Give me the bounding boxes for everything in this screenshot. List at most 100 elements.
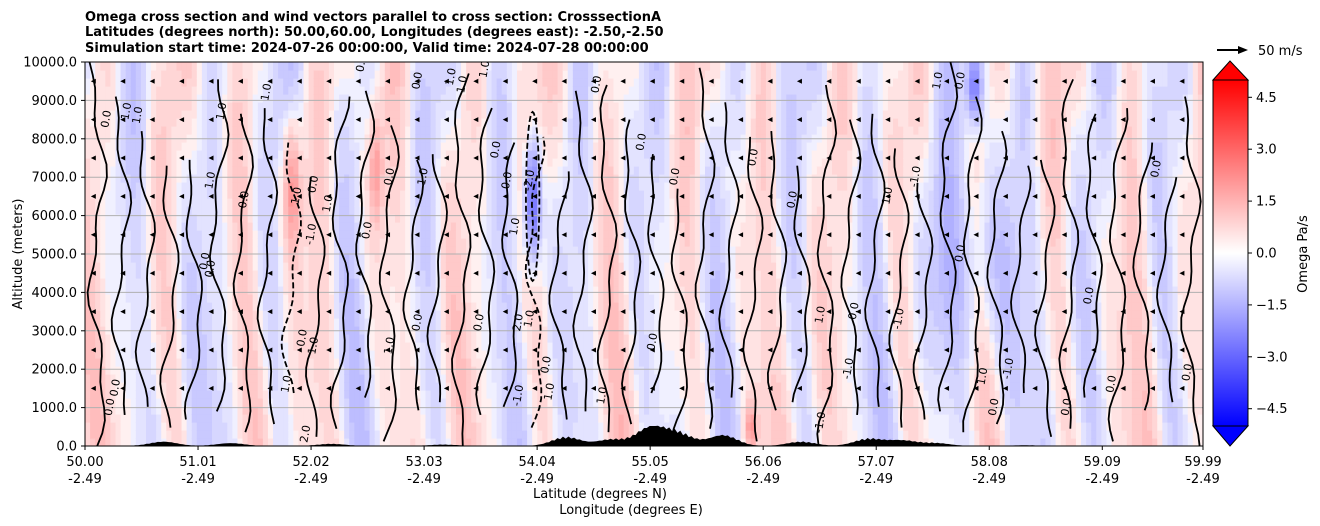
omega-cell (242, 86, 249, 95)
omega-cell (603, 390, 610, 399)
omega-cell (298, 94, 305, 103)
omega-cell (105, 150, 112, 159)
omega-cell (196, 374, 203, 383)
omega-cell (461, 118, 467, 127)
omega-cell (481, 190, 488, 199)
omega-cell (501, 158, 508, 167)
omega-cell (222, 62, 228, 71)
omega-cell (501, 406, 508, 415)
omega-cell (466, 62, 472, 71)
omega-cell (516, 206, 523, 215)
omega-cell (598, 142, 604, 151)
omega-cell (191, 230, 198, 239)
omega-cell (273, 118, 279, 127)
omega-cell (537, 302, 543, 311)
omega-cell (496, 318, 503, 327)
omega-cell (389, 166, 396, 175)
omega-cell (105, 142, 112, 151)
omega-cell (201, 246, 208, 255)
omega-cell (471, 302, 477, 311)
omega-cell (313, 126, 320, 135)
omega-cell (527, 318, 533, 327)
omega-cell (237, 406, 244, 415)
omega-cell (598, 422, 604, 431)
omega-cell (339, 262, 345, 271)
omega-cell (110, 206, 117, 215)
omega-cell (440, 254, 447, 263)
omega-cell (151, 390, 157, 399)
omega-cell (516, 398, 523, 407)
omega-cell (222, 86, 228, 95)
omega-cell (455, 310, 462, 319)
omega-cell (237, 174, 244, 183)
omega-cell (374, 62, 381, 71)
omega-cell (537, 286, 543, 295)
omega-cell (318, 350, 325, 359)
omega-cell (603, 94, 610, 103)
omega-cell (374, 166, 381, 175)
omega-cell (176, 310, 183, 319)
omega-cell (532, 198, 538, 207)
omega-cell (191, 102, 198, 111)
omega-cell (313, 302, 320, 311)
omega-cell (90, 150, 96, 159)
omega-cell (476, 78, 482, 87)
omega-cell (201, 230, 208, 239)
omega-cell (455, 342, 462, 351)
omega-cell (262, 310, 269, 319)
omega-cell (384, 294, 391, 303)
omega-cell (308, 366, 315, 375)
omega-cell (105, 286, 112, 295)
omega-cell (191, 358, 198, 367)
omega-cell (445, 406, 452, 415)
omega-cell (486, 422, 493, 431)
omega-cell (379, 310, 386, 319)
omega-cell (273, 206, 279, 215)
omega-cell (552, 182, 559, 191)
omega-cell (450, 422, 457, 431)
omega-cell (466, 358, 472, 367)
omega-cell (242, 246, 249, 255)
omega-cell (252, 174, 259, 183)
omega-cell (527, 302, 533, 311)
omega-cell (476, 222, 482, 231)
omega-cell (593, 238, 599, 247)
omega-cell (577, 238, 584, 247)
omega-cell (455, 166, 462, 175)
omega-cell (237, 350, 244, 359)
omega-cell (151, 150, 157, 159)
omega-cell (212, 254, 218, 263)
omega-cell (262, 294, 269, 303)
omega-cell (496, 182, 503, 191)
omega-cell (369, 294, 376, 303)
omega-cell (405, 166, 411, 175)
omega-cell (496, 166, 503, 175)
omega-cell (364, 438, 371, 446)
omega-cell (151, 294, 157, 303)
omega-cell (466, 374, 472, 383)
omega-cell (567, 190, 574, 199)
omega-cell (313, 374, 320, 383)
omega-cell (201, 222, 208, 231)
omega-cell (496, 222, 503, 231)
omega-cell (588, 222, 594, 231)
omega-cell (257, 222, 264, 231)
omega-cell (506, 198, 513, 207)
omega-cell (344, 94, 350, 103)
omega-cell (161, 294, 167, 303)
omega-cell (242, 182, 249, 191)
omega-cell (283, 406, 289, 415)
omega-cell (410, 206, 416, 215)
omega-cell (334, 206, 340, 215)
omega-cell (557, 262, 564, 271)
omega-cell (527, 94, 533, 103)
omega-cell (400, 230, 406, 239)
omega-cell (181, 214, 188, 223)
omega-cell (166, 398, 172, 407)
omega-cell (95, 102, 101, 111)
omega-cell (166, 262, 172, 271)
omega-cell (90, 398, 96, 407)
omega-cell (186, 278, 193, 287)
omega-cell (273, 294, 279, 303)
omega-cell (379, 94, 386, 103)
